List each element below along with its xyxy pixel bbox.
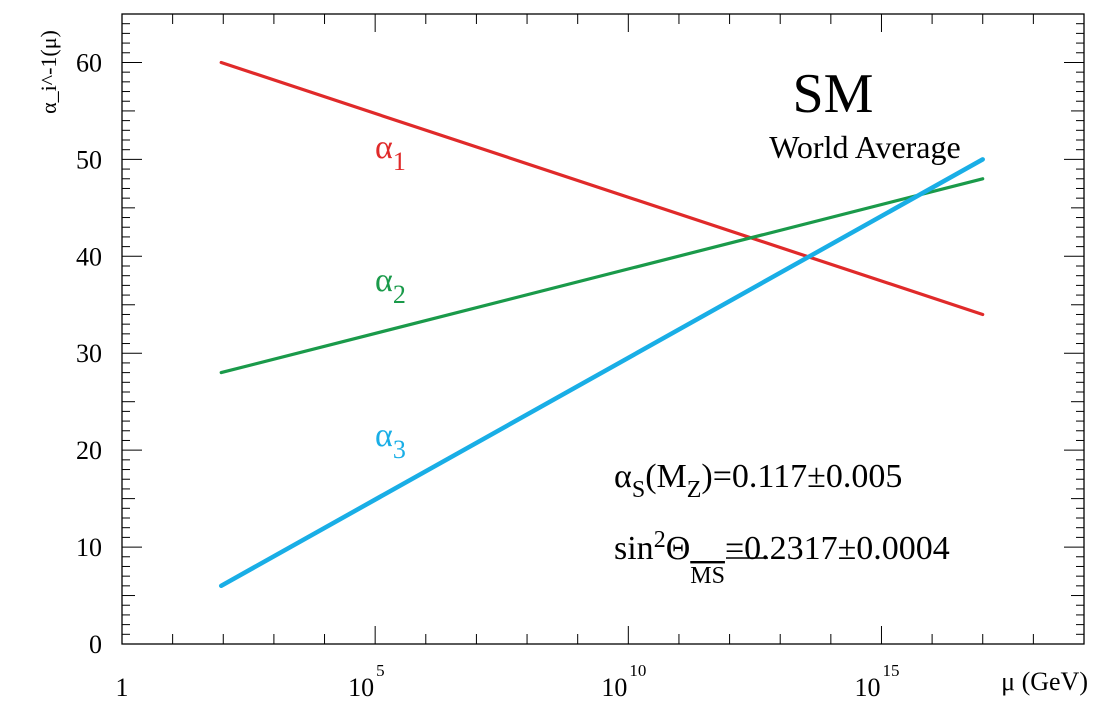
x-tick-label: 10 (601, 673, 627, 702)
y-tick-label: 50 (76, 145, 102, 174)
x-tick-label: 1 (116, 673, 129, 702)
x-tick-exponent: 15 (882, 661, 899, 680)
x-axis-label: μ (GeV) (1001, 667, 1088, 696)
x-tick-exponent: 10 (629, 661, 646, 680)
chart-title: SM (793, 63, 874, 125)
series-line-alpha1 (219, 60, 985, 317)
x-tick-label: 10 (348, 673, 374, 702)
x-tick-exponent: 5 (376, 661, 385, 680)
series-line-alpha2 (219, 177, 985, 375)
y-tick-label: 10 (76, 533, 102, 562)
y-tick-label: 20 (76, 436, 102, 465)
series-label-alpha3: α3 (375, 417, 406, 464)
y-tick-label: 40 (76, 242, 102, 271)
alpha-s-annotation: αS(MZ)=0.117±0.005 (614, 458, 902, 503)
x-tick-label: 10 (854, 673, 880, 702)
series-label-alpha1: α1 (375, 129, 406, 176)
labels-group: SM World Average μ (GeV) 0 10 20 30 40 50 60 1 1… (36, 30, 1088, 702)
y-axis-label: α_i^-1(μ) (36, 30, 61, 114)
y-tick-label: 30 (76, 339, 102, 368)
series-label-alpha2: α2 (375, 262, 406, 309)
plot-frame (121, 13, 1085, 645)
series-line-alpha3 (218, 157, 985, 589)
y-tick-label: 60 (76, 48, 102, 77)
sin2-theta-annotation: sin2ΘMS=0.2317±0.0004 (614, 527, 950, 589)
axes-frame (121, 13, 1085, 645)
y-tick-label: 0 (89, 630, 102, 659)
chart-subtitle: World Average (769, 129, 960, 165)
series-group (218, 60, 985, 589)
